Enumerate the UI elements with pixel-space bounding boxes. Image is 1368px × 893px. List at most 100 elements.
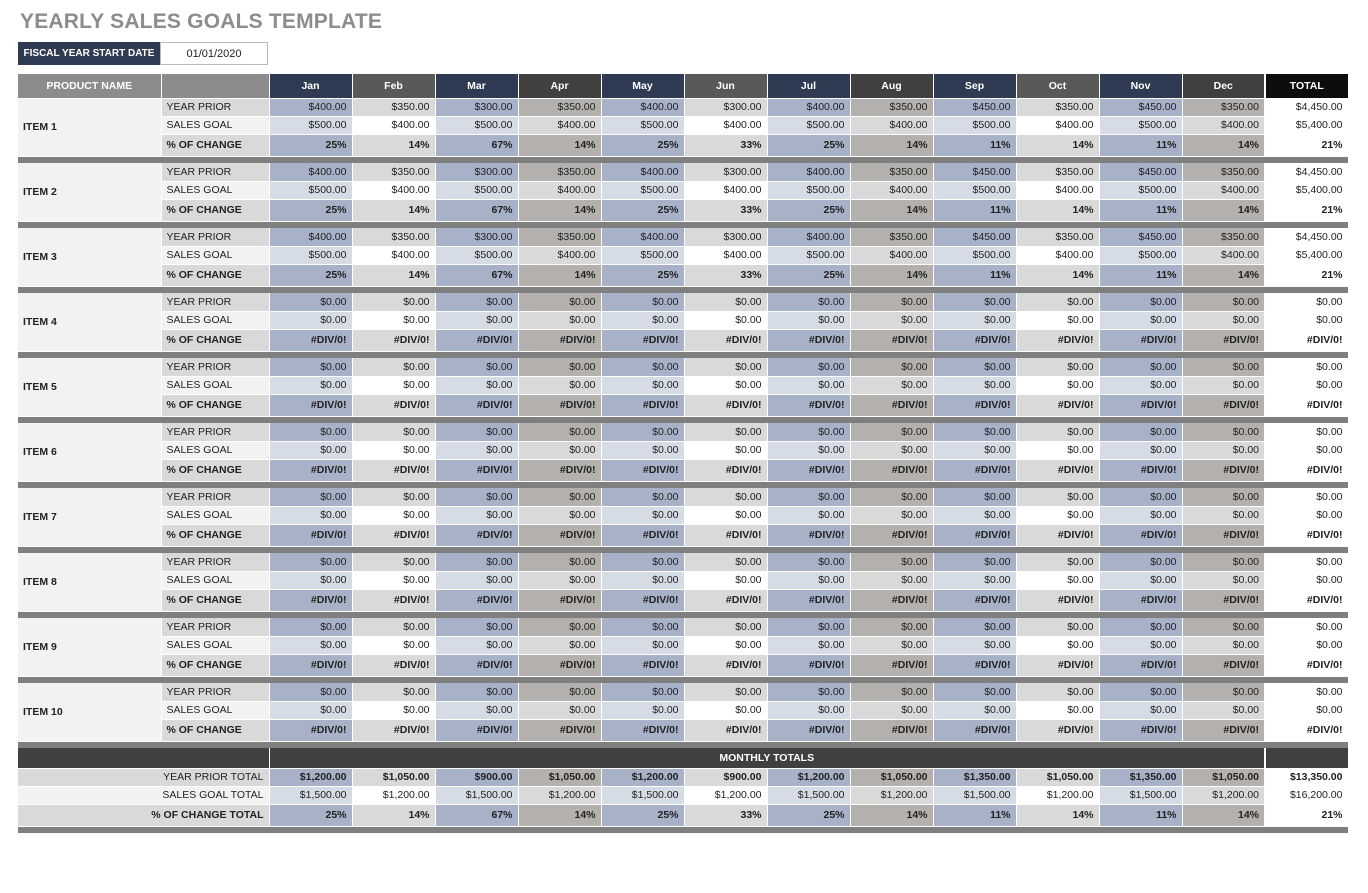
cell-year-prior[interactable]: $0.00: [1099, 358, 1183, 377]
cell-sales-goal[interactable]: $0.00: [1016, 311, 1100, 330]
cell-sales-goal[interactable]: $0.00: [1016, 376, 1100, 395]
cell-sales-goal[interactable]: $0.00: [518, 701, 602, 720]
item-name[interactable]: ITEM 3: [18, 228, 162, 287]
cell-sales-goal[interactable]: $500.00: [1099, 246, 1183, 265]
cell-sales-goal[interactable]: $400.00: [518, 246, 602, 265]
cell-sales-goal[interactable]: $0.00: [1099, 701, 1183, 720]
cell-sales-goal[interactable]: $0.00: [850, 636, 934, 655]
cell-year-prior[interactable]: $350.00: [1016, 163, 1100, 182]
cell-sales-goal[interactable]: $0.00: [269, 506, 353, 525]
cell-year-prior[interactable]: $450.00: [1099, 163, 1183, 182]
cell-year-prior[interactable]: $0.00: [269, 683, 353, 702]
cell-year-prior[interactable]: $400.00: [269, 163, 353, 182]
cell-sales-goal[interactable]: $0.00: [352, 571, 436, 590]
cell-year-prior[interactable]: $0.00: [601, 683, 685, 702]
cell-sales-goal[interactable]: $0.00: [1182, 376, 1266, 395]
cell-year-prior[interactable]: $450.00: [933, 163, 1017, 182]
cell-year-prior[interactable]: $0.00: [850, 488, 934, 507]
cell-sales-goal[interactable]: $0.00: [269, 376, 353, 395]
cell-year-prior[interactable]: $0.00: [850, 423, 934, 442]
cell-year-prior[interactable]: $400.00: [767, 163, 851, 182]
cell-year-prior[interactable]: $400.00: [767, 98, 851, 117]
cell-sales-goal[interactable]: $500.00: [269, 181, 353, 200]
cell-year-prior[interactable]: $0.00: [933, 423, 1017, 442]
cell-year-prior[interactable]: $350.00: [1182, 228, 1266, 247]
cell-year-prior[interactable]: $0.00: [1099, 423, 1183, 442]
cell-sales-goal[interactable]: $400.00: [1182, 116, 1266, 135]
cell-year-prior[interactable]: $0.00: [767, 293, 851, 312]
cell-sales-goal[interactable]: $0.00: [1016, 636, 1100, 655]
cell-sales-goal[interactable]: $0.00: [1016, 571, 1100, 590]
cell-year-prior[interactable]: $300.00: [684, 163, 768, 182]
cell-sales-goal[interactable]: $0.00: [850, 441, 934, 460]
cell-sales-goal[interactable]: $500.00: [767, 116, 851, 135]
cell-year-prior[interactable]: $0.00: [1099, 553, 1183, 572]
cell-year-prior[interactable]: $0.00: [269, 488, 353, 507]
cell-sales-goal[interactable]: $0.00: [352, 441, 436, 460]
cell-sales-goal[interactable]: $0.00: [684, 376, 768, 395]
cell-sales-goal[interactable]: $0.00: [352, 376, 436, 395]
cell-year-prior[interactable]: $0.00: [933, 683, 1017, 702]
cell-sales-goal[interactable]: $400.00: [352, 246, 436, 265]
cell-sales-goal[interactable]: $0.00: [1099, 311, 1183, 330]
cell-sales-goal[interactable]: $0.00: [601, 636, 685, 655]
cell-sales-goal[interactable]: $0.00: [1099, 571, 1183, 590]
cell-sales-goal[interactable]: $500.00: [933, 116, 1017, 135]
cell-sales-goal[interactable]: $500.00: [1099, 116, 1183, 135]
cell-year-prior[interactable]: $0.00: [601, 488, 685, 507]
cell-sales-goal[interactable]: $0.00: [767, 376, 851, 395]
cell-year-prior[interactable]: $0.00: [518, 358, 602, 377]
cell-year-prior[interactable]: $400.00: [601, 98, 685, 117]
cell-sales-goal[interactable]: $0.00: [767, 506, 851, 525]
cell-year-prior[interactable]: $0.00: [518, 618, 602, 637]
cell-year-prior[interactable]: $0.00: [850, 358, 934, 377]
cell-year-prior[interactable]: $0.00: [684, 358, 768, 377]
cell-year-prior[interactable]: $300.00: [435, 163, 519, 182]
cell-year-prior[interactable]: $350.00: [518, 163, 602, 182]
cell-sales-goal[interactable]: $0.00: [435, 376, 519, 395]
cell-sales-goal[interactable]: $0.00: [850, 701, 934, 720]
cell-sales-goal[interactable]: $500.00: [435, 116, 519, 135]
cell-sales-goal[interactable]: $0.00: [352, 311, 436, 330]
cell-year-prior[interactable]: $0.00: [352, 423, 436, 442]
cell-sales-goal[interactable]: $0.00: [767, 701, 851, 720]
cell-year-prior[interactable]: $0.00: [269, 423, 353, 442]
cell-year-prior[interactable]: $0.00: [684, 553, 768, 572]
cell-sales-goal[interactable]: $0.00: [352, 506, 436, 525]
cell-year-prior[interactable]: $300.00: [435, 98, 519, 117]
cell-year-prior[interactable]: $0.00: [767, 618, 851, 637]
cell-sales-goal[interactable]: $500.00: [767, 246, 851, 265]
cell-year-prior[interactable]: $0.00: [684, 488, 768, 507]
cell-year-prior[interactable]: $0.00: [1016, 488, 1100, 507]
item-name[interactable]: ITEM 8: [18, 553, 162, 612]
cell-year-prior[interactable]: $450.00: [933, 98, 1017, 117]
cell-sales-goal[interactable]: $0.00: [850, 571, 934, 590]
cell-sales-goal[interactable]: $400.00: [850, 181, 934, 200]
cell-year-prior[interactable]: $0.00: [767, 423, 851, 442]
cell-sales-goal[interactable]: $0.00: [684, 506, 768, 525]
cell-sales-goal[interactable]: $0.00: [933, 506, 1017, 525]
cell-year-prior[interactable]: $350.00: [1016, 98, 1100, 117]
cell-sales-goal[interactable]: $0.00: [684, 636, 768, 655]
cell-sales-goal[interactable]: $0.00: [1016, 506, 1100, 525]
cell-sales-goal[interactable]: $400.00: [684, 181, 768, 200]
cell-year-prior[interactable]: $0.00: [850, 618, 934, 637]
cell-sales-goal[interactable]: $0.00: [1099, 376, 1183, 395]
cell-sales-goal[interactable]: $0.00: [601, 506, 685, 525]
cell-year-prior[interactable]: $0.00: [601, 553, 685, 572]
cell-year-prior[interactable]: $0.00: [435, 488, 519, 507]
cell-year-prior[interactable]: $0.00: [1182, 683, 1266, 702]
cell-year-prior[interactable]: $0.00: [518, 488, 602, 507]
cell-year-prior[interactable]: $350.00: [352, 163, 436, 182]
cell-sales-goal[interactable]: $0.00: [1182, 571, 1266, 590]
cell-year-prior[interactable]: $350.00: [850, 163, 934, 182]
cell-year-prior[interactable]: $0.00: [269, 293, 353, 312]
cell-sales-goal[interactable]: $0.00: [850, 376, 934, 395]
cell-year-prior[interactable]: $0.00: [1182, 618, 1266, 637]
cell-year-prior[interactable]: $300.00: [684, 98, 768, 117]
cell-year-prior[interactable]: $0.00: [1182, 553, 1266, 572]
cell-year-prior[interactable]: $0.00: [1016, 618, 1100, 637]
cell-sales-goal[interactable]: $0.00: [767, 441, 851, 460]
cell-sales-goal[interactable]: $0.00: [1182, 506, 1266, 525]
cell-sales-goal[interactable]: $500.00: [435, 181, 519, 200]
